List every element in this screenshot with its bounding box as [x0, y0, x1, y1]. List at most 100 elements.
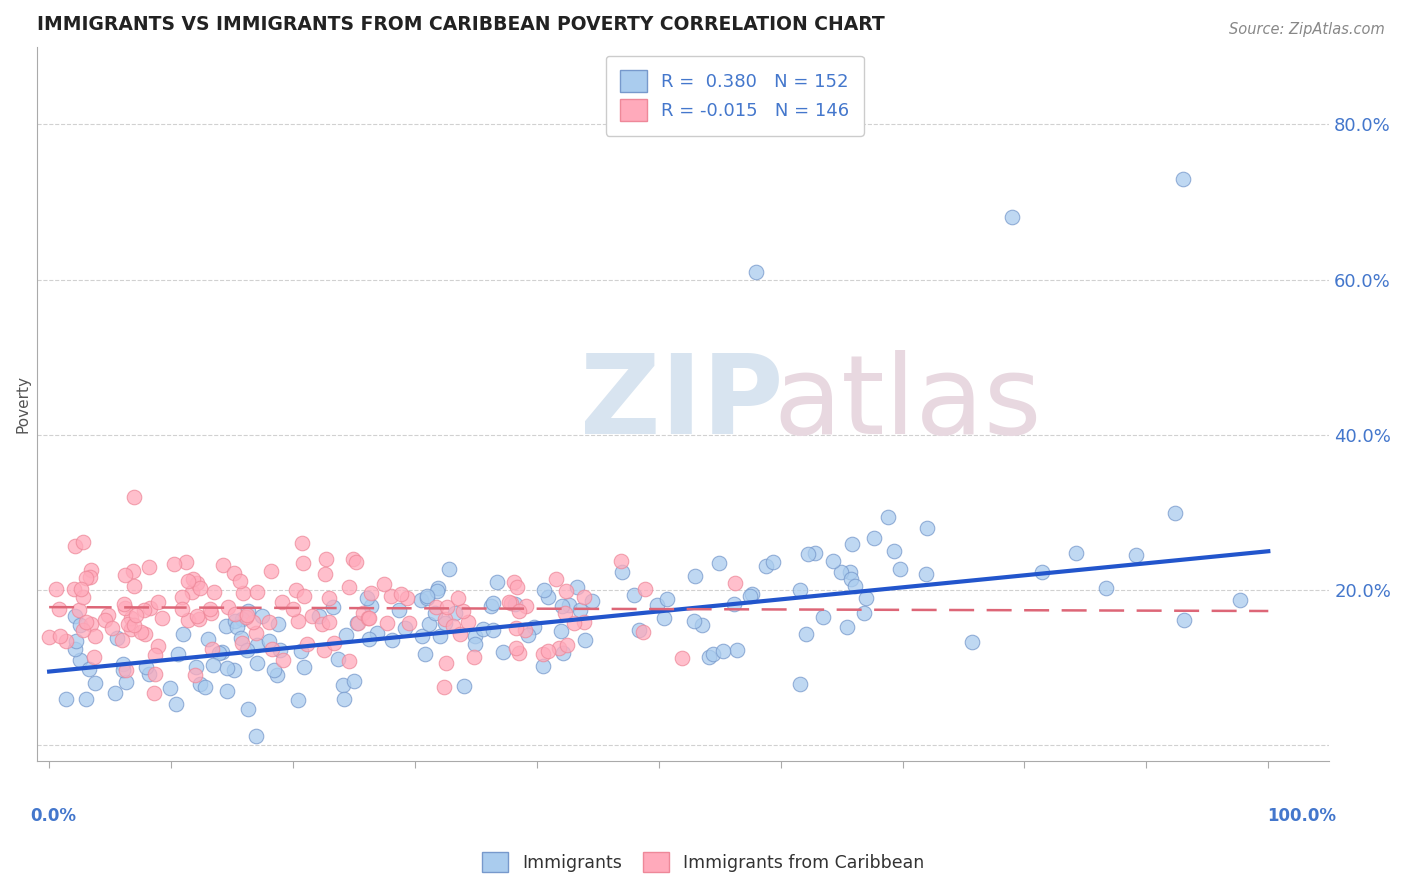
Point	[139, 600, 162, 615]
Point	[114, 674, 136, 689]
Point	[231, 612, 253, 626]
Point	[482, 623, 505, 637]
Point	[427, 581, 450, 595]
Point	[332, 678, 354, 692]
Point	[163, 557, 186, 571]
Point	[373, 577, 395, 591]
Point	[492, 645, 515, 659]
Point	[246, 584, 269, 599]
Point	[464, 637, 486, 651]
Point	[150, 611, 173, 625]
Point	[322, 636, 344, 650]
Point	[690, 618, 713, 632]
Point	[558, 598, 581, 612]
Point	[138, 667, 160, 681]
Point	[1171, 171, 1194, 186]
Point	[77, 662, 100, 676]
Point	[84, 629, 107, 643]
Point	[395, 591, 418, 606]
Point	[554, 607, 576, 621]
Point	[122, 564, 145, 578]
Point	[389, 587, 412, 601]
Point	[143, 667, 166, 681]
Point	[531, 659, 554, 673]
Point	[436, 656, 458, 670]
Point	[314, 566, 336, 581]
Point	[229, 574, 252, 588]
Point	[889, 562, 911, 576]
Point	[572, 591, 595, 605]
Point	[683, 568, 706, 582]
Point	[267, 617, 290, 632]
Point	[75, 571, 97, 585]
Point	[1125, 548, 1147, 562]
Point	[212, 558, 235, 572]
Point	[101, 621, 124, 635]
Point	[165, 697, 187, 711]
Point	[683, 614, 706, 628]
Point	[634, 582, 657, 596]
Point	[186, 608, 208, 623]
Point	[236, 702, 259, 716]
Point	[80, 563, 103, 577]
Point	[555, 583, 578, 598]
Point	[211, 645, 233, 659]
Point	[623, 588, 645, 602]
Point	[170, 590, 193, 604]
Point	[862, 531, 884, 545]
Point	[290, 644, 312, 658]
Point	[114, 567, 136, 582]
Point	[346, 616, 368, 631]
Point	[915, 566, 938, 581]
Point	[62, 582, 84, 597]
Point	[292, 590, 315, 604]
Point	[789, 677, 811, 691]
Point	[217, 599, 239, 614]
Point	[266, 667, 288, 681]
Point	[294, 660, 316, 674]
Point	[505, 641, 527, 656]
Point	[852, 606, 875, 620]
Point	[357, 611, 380, 625]
Point	[411, 629, 433, 643]
Point	[380, 589, 402, 603]
Point	[337, 654, 360, 668]
Point	[855, 591, 877, 605]
Point	[148, 595, 170, 609]
Point	[357, 611, 380, 625]
Point	[436, 599, 458, 614]
Point	[181, 584, 204, 599]
Point	[337, 580, 360, 594]
Point	[308, 609, 330, 624]
Point	[176, 613, 198, 627]
Point	[63, 539, 86, 553]
Point	[1173, 613, 1195, 627]
Point	[115, 663, 138, 677]
Point	[502, 575, 524, 590]
Point	[429, 629, 451, 643]
Point	[796, 547, 818, 561]
Point	[360, 599, 382, 614]
Point	[63, 642, 86, 657]
Point	[437, 562, 460, 576]
Point	[574, 632, 596, 647]
Point	[45, 582, 67, 597]
Point	[841, 537, 863, 551]
Point	[187, 612, 209, 626]
Point	[1094, 581, 1116, 595]
Point	[110, 633, 132, 648]
Point	[398, 615, 420, 630]
Point	[789, 583, 811, 598]
Point	[479, 599, 502, 614]
Point	[322, 600, 344, 615]
Point	[135, 660, 157, 674]
Point	[711, 644, 734, 658]
Point	[823, 554, 845, 568]
Point	[138, 559, 160, 574]
Point	[451, 604, 474, 618]
Point	[246, 656, 269, 670]
Point	[551, 646, 574, 660]
Point	[537, 644, 560, 658]
Point	[201, 658, 224, 673]
Point	[174, 555, 197, 569]
